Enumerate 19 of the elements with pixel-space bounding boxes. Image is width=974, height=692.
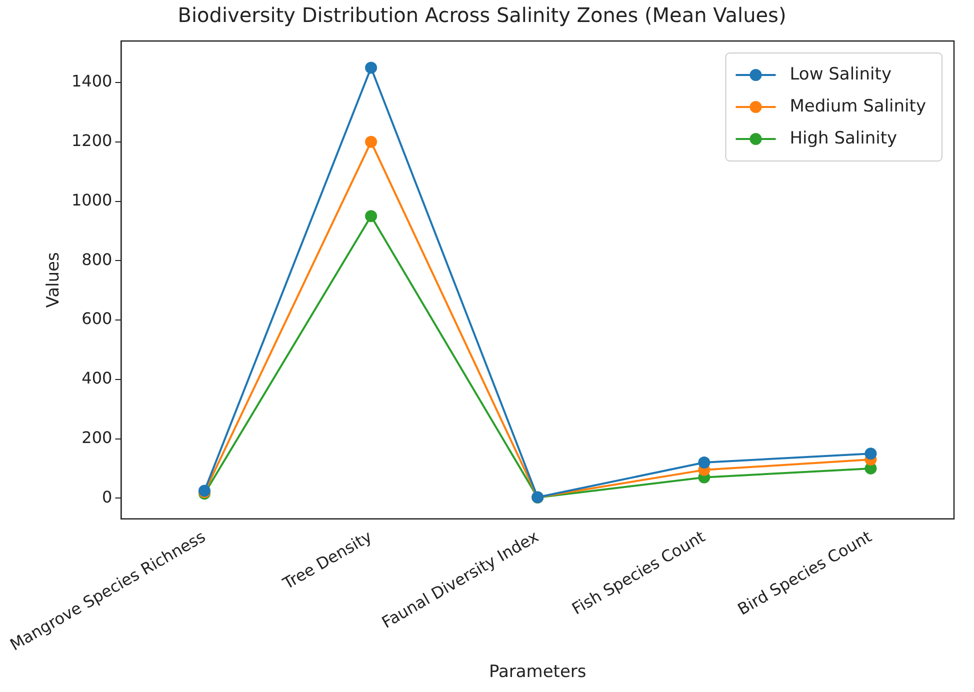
legend-label: High Salinity — [790, 128, 898, 148]
y-tick-label: 0 — [102, 487, 112, 506]
point — [365, 136, 378, 148]
y-tick-label: 1000 — [71, 190, 112, 210]
x-axis-title: Parameters — [488, 662, 586, 682]
y-tick-label: 800 — [82, 250, 112, 269]
y-tick-label: 600 — [82, 309, 112, 328]
y-tick-label: 1400 — [71, 72, 112, 91]
chart-title: Biodiversity Distribution Across Salinity Zones (Mean Values) — [178, 3, 786, 28]
point — [698, 456, 710, 469]
y-tick-label: 400 — [82, 368, 112, 388]
point — [864, 448, 877, 460]
y-axis-title: Values — [44, 252, 64, 308]
legend-label: Low Salinity — [790, 64, 892, 84]
y-tick-label: 200 — [82, 428, 112, 447]
y-tick-label: 1200 — [71, 131, 112, 150]
legend-label: Medium Salinity — [790, 96, 926, 116]
point — [365, 62, 378, 74]
point — [365, 210, 378, 222]
